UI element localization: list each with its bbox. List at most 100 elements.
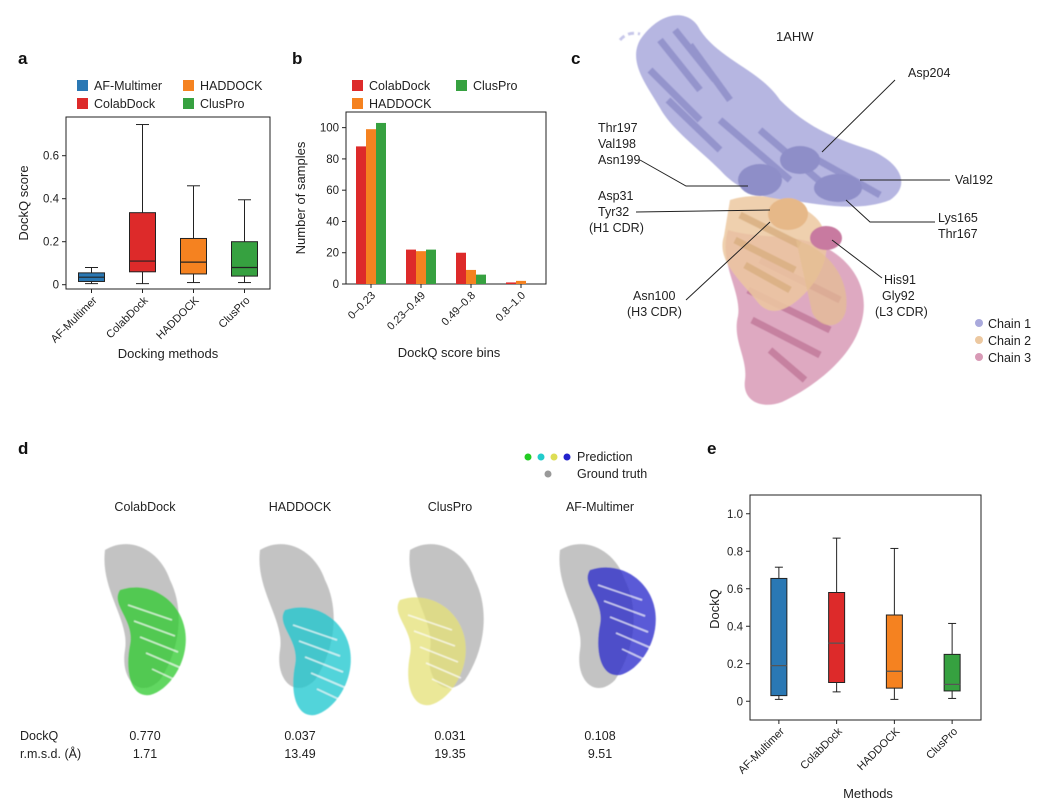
label-asn199: Asn199	[598, 153, 640, 167]
bar-haddock-3	[516, 280, 526, 284]
legend-swatch-haddock-b	[352, 98, 363, 109]
strand-haddock	[292, 624, 338, 641]
model-structure-colabdock	[104, 544, 186, 696]
label-asn100: Asn100	[633, 289, 675, 303]
bar-haddock-2	[466, 269, 476, 284]
box-cluspro	[231, 241, 258, 277]
label-thr167: Thr167	[938, 227, 978, 241]
label-h3cdr: (H3 CDR)	[627, 305, 682, 319]
chain-3-label: Chain 3	[988, 351, 1031, 365]
legend-b-cluspro: ClusPro	[473, 79, 518, 93]
chain-1-dot	[975, 319, 983, 327]
model-structure-cluspro	[397, 544, 484, 706]
panel-a-boxplot: AF-Multimer HADDOCK ColabDock ClusPro 0 0…	[16, 79, 271, 361]
strand-cluspro	[407, 614, 453, 631]
rmsd-haddock: 13.49	[284, 747, 315, 761]
strand-haddock	[316, 688, 350, 705]
panel-a-xlabel: Docking methods	[118, 346, 219, 361]
bar-haddock-1	[416, 251, 426, 284]
box-haddock	[180, 237, 207, 275]
legend-b-colabdock: ColabDock	[369, 79, 431, 93]
ytick-label: 40	[326, 216, 339, 228]
model-structure-af-multimer	[559, 544, 656, 689]
legend-haddock: HADDOCK	[200, 79, 263, 93]
label-gly92: Gly92	[882, 289, 915, 303]
panel-c-leader-lines	[635, 79, 950, 301]
label-thr197: Thr197	[598, 121, 638, 135]
ytick-label: 80	[326, 154, 339, 166]
model-structure-haddock	[259, 544, 351, 716]
xtick-label-af-multimer: AF-Multimer	[736, 725, 787, 776]
panel-d-letter: d	[18, 439, 28, 458]
bar-colabdock-2	[456, 252, 466, 284]
strand-colabdock	[133, 620, 176, 637]
label-val192: Val192	[955, 173, 993, 187]
label-his91: His91	[884, 273, 916, 287]
dockq-af-multimer: 0.108	[584, 729, 615, 743]
dockq-colabdock: 0.770	[129, 729, 160, 743]
rmsd-cluspro: 19.35	[434, 747, 465, 761]
label-h1cdr: (H1 CDR)	[589, 221, 644, 235]
ytick-label: 0.8	[727, 546, 743, 558]
model-title-af-multimer: AF-Multimer	[566, 500, 634, 514]
panel-b-barchart: ColabDock ClusPro HADDOCK 0 20 40 60 80 100 0…	[293, 79, 547, 360]
label-val198: Val198	[598, 137, 636, 151]
bar-colabdock-0	[356, 146, 366, 284]
ytick-label: 0	[737, 696, 743, 708]
row-label-dockq: DockQ	[20, 729, 58, 743]
xtick-label-cluspro: ClusPro	[924, 726, 960, 762]
strand-af-multimer	[609, 616, 649, 633]
strand-af-multimer	[615, 632, 652, 649]
panel-c-letter: c	[571, 49, 580, 68]
panel-e-letter: e	[707, 439, 716, 458]
chain-3-dot	[975, 353, 983, 361]
panel-b-axes-frame	[345, 111, 547, 285]
ytick-label: 0.6	[727, 584, 743, 596]
prediction-dot-yellow	[550, 453, 558, 461]
xtick-label-haddock: HADDOCK	[154, 294, 202, 342]
ytick-label: 0	[53, 280, 59, 292]
label-tyr32: Tyr32	[598, 205, 629, 219]
dockq-haddock: 0.037	[284, 729, 315, 743]
rmsd-colabdock: 1.71	[133, 747, 157, 761]
panel-b-xlabel: DockQ score bins	[398, 345, 501, 360]
xtick-label-bin-1: 0.23–0.49	[385, 290, 428, 333]
bar-colabdock-1	[406, 249, 416, 284]
strand-haddock	[304, 656, 344, 673]
legend-af-multimer: AF-Multimer	[94, 79, 162, 93]
xtick-label-colabdock: ColabDock	[104, 294, 151, 341]
box-af-multimer	[770, 577, 788, 697]
legend-cluspro: ClusPro	[200, 97, 245, 111]
chain-1-label: Chain 1	[988, 317, 1031, 331]
ytick-label: 60	[326, 185, 339, 197]
xtick-label-af-multimer: AF-Multimer	[49, 294, 100, 345]
ytick-label: 0.2	[43, 237, 59, 249]
panel-a-axes-frame	[65, 116, 271, 290]
panel-c-pdb-id: 1AHW	[776, 29, 814, 44]
panel-a-ylabel: DockQ score	[16, 165, 31, 240]
panel-b-legend: ColabDock ClusPro HADDOCK	[352, 79, 518, 111]
box-haddock	[885, 614, 903, 689]
panel-e-boxplot: 0 0.2 0.4 0.6 0.8 1.0 AF-Multimer ColabDock HAD…	[707, 494, 982, 801]
ytick-label: 100	[320, 123, 339, 135]
chain-2-label: Chain 2	[988, 334, 1031, 348]
xtick-label-cluspro: ClusPro	[216, 295, 252, 331]
bar-cluspro-1	[426, 249, 436, 284]
strand-af-multimer	[603, 600, 646, 617]
strand-cluspro	[419, 646, 459, 663]
model-title-colabdock: ColabDock	[114, 500, 176, 514]
chain-2-dot	[975, 336, 983, 344]
label-lys165: Lys165	[938, 211, 978, 225]
box-colabdock	[129, 212, 156, 273]
legend-b-haddock: HADDOCK	[369, 97, 432, 111]
panel-d-legend: Prediction Ground truth	[524, 450, 647, 481]
xtick-label-colabdock: ColabDock	[798, 725, 845, 772]
xtick-label-haddock: HADDOCK	[855, 725, 903, 773]
panel-a-legend: AF-Multimer HADDOCK ColabDock ClusPro	[77, 79, 263, 111]
panel-c-structure: 1AHW	[589, 15, 1031, 405]
rmsd-af-multimer: 9.51	[588, 747, 612, 761]
bar-haddock-0	[366, 129, 376, 284]
legend-swatch-colabdock	[77, 98, 88, 109]
panel-c-chain-legend: Chain 1 Chain 2 Chain 3	[975, 317, 1031, 365]
ytick-label: 0.6	[43, 151, 59, 163]
